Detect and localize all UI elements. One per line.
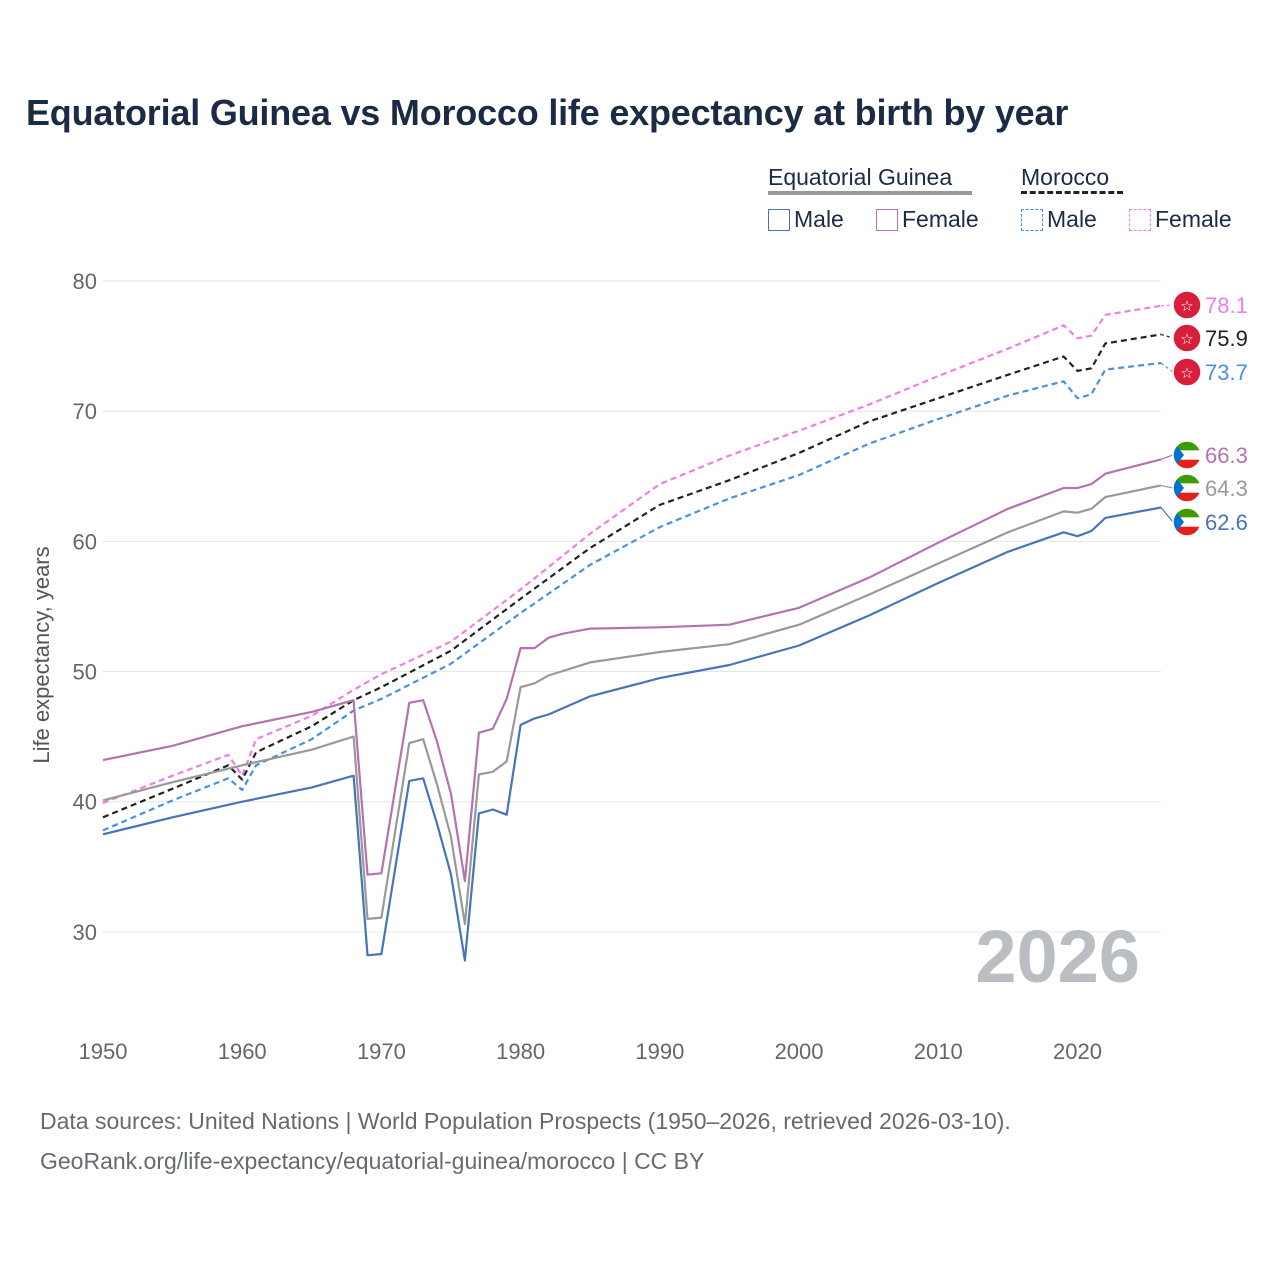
flag-stripes (1173, 474, 1201, 502)
series-line-equatorial-guinea-female (102, 458, 1162, 883)
footer-sources: Data sources: United Nations | World Pop… (40, 1108, 1011, 1134)
flag-stripe (1173, 492, 1201, 502)
y-tick-label: 50 (73, 660, 97, 685)
x-tick-label: 2000 (775, 1039, 824, 1064)
flag-stripe (1173, 517, 1201, 527)
flag-triangle (1173, 441, 1184, 469)
flag-disc (1172, 357, 1202, 387)
series-line-morocco-male (102, 361, 1162, 832)
x-tick-label: 1970 (357, 1039, 406, 1064)
end-connector (1160, 362, 1174, 373)
legend-item-eg-male[interactable]: Male (768, 206, 844, 233)
flag-disc (1172, 323, 1202, 353)
series-line-equatorial-guinea-total (102, 484, 1162, 926)
line-chart: 30 40 50 60 70 80 1950 1960 1970 1980 1990 2000 2010… (73, 269, 1248, 1064)
flag-stripe (1173, 459, 1201, 469)
flag-ring (1172, 440, 1202, 470)
end-connector (1160, 304, 1174, 307)
flag-ring (1172, 507, 1202, 537)
flag-star: ☆ (1180, 330, 1193, 348)
y-tick-label: 60 (73, 529, 97, 554)
legend-group-title: Equatorial Guinea (768, 164, 953, 190)
x-tick-label: 1990 (635, 1039, 684, 1064)
flag-stripes (1173, 441, 1201, 469)
chart-title: Equatorial Guinea vs Morocco life expect… (26, 92, 1069, 133)
morocco-flag-icon: ☆ (1172, 357, 1202, 387)
y-tick-label: 70 (73, 399, 97, 424)
x-tick-label: 2010 (914, 1039, 963, 1064)
flag-triangle (1173, 474, 1184, 502)
end-connector (1160, 454, 1174, 460)
flag-stripe (1173, 526, 1201, 536)
footer-link[interactable]: GeoRank.org/life-expectancy/equatorial-g… (40, 1148, 705, 1174)
equatorial-guinea-flag-icon (1172, 440, 1202, 470)
series-line-morocco-total (102, 333, 1162, 819)
legend-swatch (768, 208, 790, 231)
end-connector (1160, 484, 1174, 489)
legend-swatch (1021, 208, 1043, 231)
flag-stripes (1173, 508, 1201, 536)
end-connector (1160, 333, 1174, 339)
flag-star: ☆ (1180, 297, 1193, 315)
legend-swatch (876, 208, 898, 231)
legend-item-ma-female[interactable]: Female (1129, 206, 1232, 233)
flag-stripe (1173, 441, 1201, 451)
flag-ring (1172, 473, 1202, 503)
end-value-label: 62.6 (1205, 510, 1248, 535)
x-tick-label: 1960 (218, 1039, 267, 1064)
legend-item-label: Female (1155, 206, 1232, 232)
year-watermark: 2026 (975, 915, 1140, 998)
legend-group-line (1021, 191, 1123, 194)
legend-group-line (768, 191, 972, 195)
legend-swatch (1129, 208, 1151, 231)
equatorial-guinea-flag-icon (1172, 473, 1202, 503)
morocco-flag-icon: ☆ (1172, 290, 1202, 320)
flag-triangle (1173, 508, 1184, 536)
y-tick-label: 80 (73, 269, 97, 294)
end-value-label: 75.9 (1205, 326, 1248, 351)
end-value-label: 66.3 (1205, 443, 1248, 468)
y-tick-label: 40 (73, 790, 97, 815)
legend-item-label: Male (1047, 206, 1097, 232)
y-tick-label: 30 (73, 920, 97, 945)
x-tick-label: 1950 (79, 1039, 128, 1064)
x-tick-label: 2020 (1053, 1039, 1102, 1064)
morocco-flag-icon: ☆ (1172, 323, 1202, 353)
end-value-label: 73.7 (1205, 360, 1248, 385)
flag-disc (1172, 290, 1202, 320)
end-connector (1160, 507, 1174, 523)
legend-item-eg-female[interactable]: Female (876, 206, 979, 233)
flag-stripe (1173, 474, 1201, 484)
series-line-morocco-female (102, 304, 1162, 805)
flag-stripe (1173, 450, 1201, 460)
flag-stripe (1173, 508, 1201, 518)
legend-item-label: Male (794, 206, 844, 232)
end-value-label: 64.3 (1205, 476, 1248, 501)
legend-item-ma-male[interactable]: Male (1021, 206, 1097, 233)
legend-item-label: Female (902, 206, 979, 232)
end-value-label: 78.1 (1205, 293, 1248, 318)
legend-group-title: Morocco (1021, 164, 1110, 190)
x-tick-label: 1980 (496, 1039, 545, 1064)
equatorial-guinea-flag-icon (1172, 507, 1202, 537)
flag-stripe (1173, 483, 1201, 493)
series-line-equatorial-guinea-male (102, 506, 1162, 962)
flag-star: ☆ (1180, 364, 1193, 382)
